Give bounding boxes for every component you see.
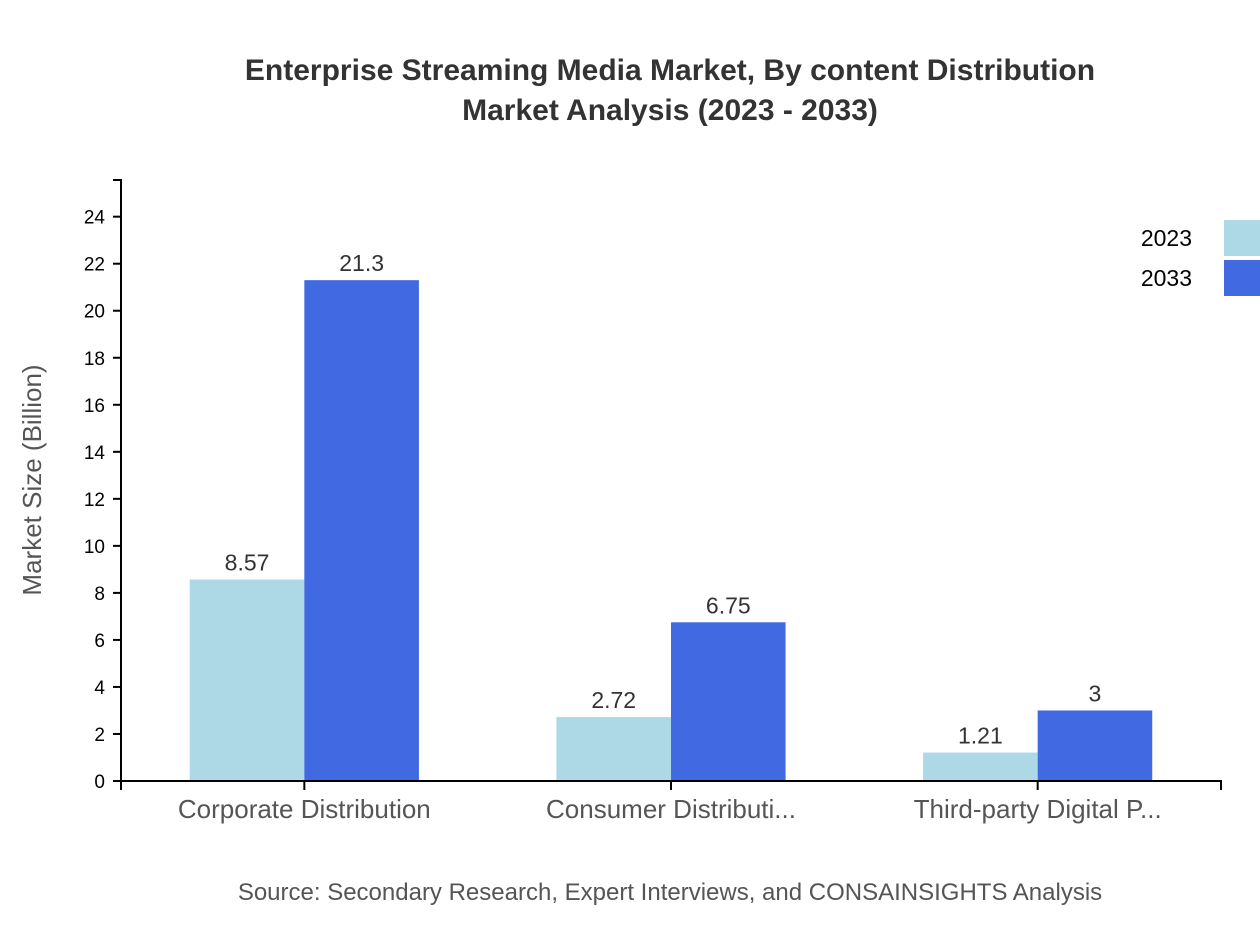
x-tick-label: Consumer Distributi... [546, 794, 796, 824]
legend-label-2023: 2023 [1141, 225, 1192, 251]
y-tick-label: 16 [84, 396, 105, 417]
source-note: Source: Secondary Research, Expert Inter… [238, 879, 1102, 906]
bar-2023-3 [923, 752, 1038, 781]
y-tick-label: 12 [84, 490, 105, 511]
legend-label-2033: 2033 [1141, 265, 1192, 291]
y-tick-label: 10 [84, 537, 105, 558]
bar-2033-1 [304, 280, 419, 781]
chart-title-line-2: Market Analysis (2023 - 2033) [462, 94, 878, 127]
x-axis-line [120, 780, 1222, 790]
y-tick-label: 14 [84, 443, 106, 464]
legend-swatch-2033 [1224, 260, 1260, 296]
y-tick-label: 6 [94, 631, 105, 652]
x-tick-label: Third-party Digital P... [914, 794, 1162, 824]
data-label: 1.21 [958, 723, 1003, 749]
y-tick-label: 18 [84, 349, 105, 370]
y-tick-label: 2 [94, 725, 105, 746]
y-tick-label: 24 [84, 208, 106, 229]
bar-2023-1 [189, 579, 305, 781]
chart-title-line-1: Enterprise Streaming Media Market, By co… [245, 54, 1095, 87]
y-axis-label: Market Size (Billion) [17, 364, 47, 595]
x-tick-label: Corporate Distribution [178, 794, 431, 824]
y-axis-line [113, 179, 122, 782]
y-tick-label: 22 [84, 255, 105, 276]
y-tick-label: 20 [84, 302, 105, 323]
data-label: 3 [1089, 680, 1102, 706]
bar-2033-3 [1037, 710, 1153, 781]
data-label: 2.72 [591, 687, 636, 713]
legend-swatch-2023 [1224, 220, 1260, 256]
legend: 2023 2033 [1141, 220, 1260, 296]
data-label: 8.57 [225, 549, 270, 575]
y-tick-label: 4 [94, 678, 105, 699]
data-label: 21.3 [339, 250, 384, 276]
y-tick-label: 8 [94, 584, 105, 605]
bar-2033-2 [671, 622, 786, 781]
y-tick-label: 0 [94, 772, 105, 793]
bar-2023-2 [556, 717, 671, 781]
data-label: 6.75 [706, 592, 751, 618]
